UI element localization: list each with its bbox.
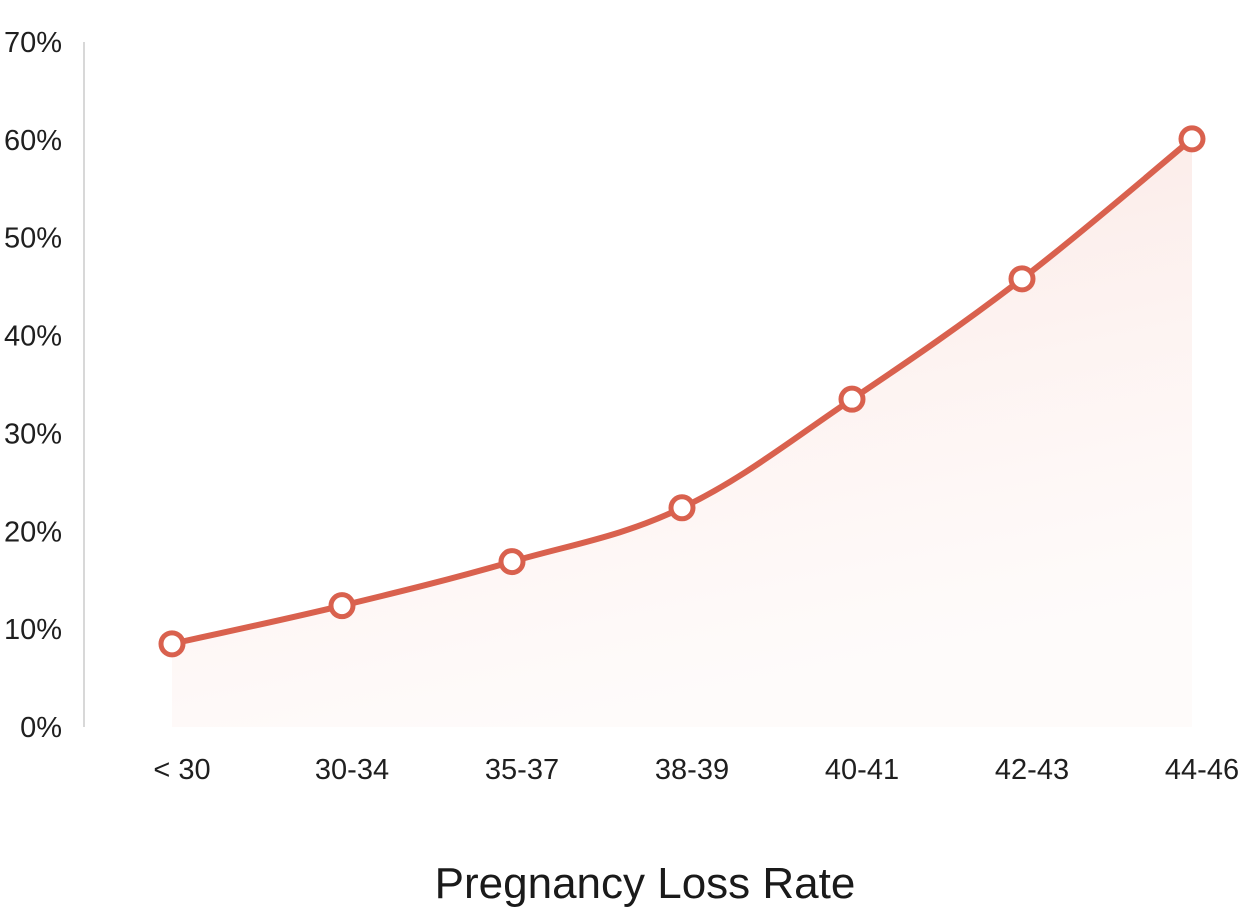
x-tick-label: 30-34 [315,754,389,786]
y-tick-label: 0% [20,712,62,744]
x-axis-title: Pregnancy Loss Rate [435,859,856,908]
data-point-marker [328,592,356,620]
data-point-marker [668,494,696,522]
x-tick-label: 44-46 [1165,754,1239,786]
series-area-fill [172,138,1192,728]
y-tick-label: 20% [4,516,62,548]
data-point-marker [158,630,186,658]
y-tick-label: 10% [4,614,62,646]
y-tick-label: 30% [4,418,62,450]
data-point-marker [838,385,866,413]
x-tick-label: 40-41 [825,754,899,786]
y-tick-label: 70% [4,27,62,59]
y-tick-label: 40% [4,321,62,353]
x-tick-label: 35-37 [485,754,559,786]
x-tick-label: 42-43 [995,754,1069,786]
x-tick-label: 38-39 [655,754,729,786]
x-tick-label: < 30 [153,754,210,786]
y-tick-label: 50% [4,223,62,255]
data-point-marker [1178,125,1206,153]
data-point-marker [498,548,526,576]
y-tick-label: 60% [4,125,62,157]
data-point-marker [1008,265,1036,293]
